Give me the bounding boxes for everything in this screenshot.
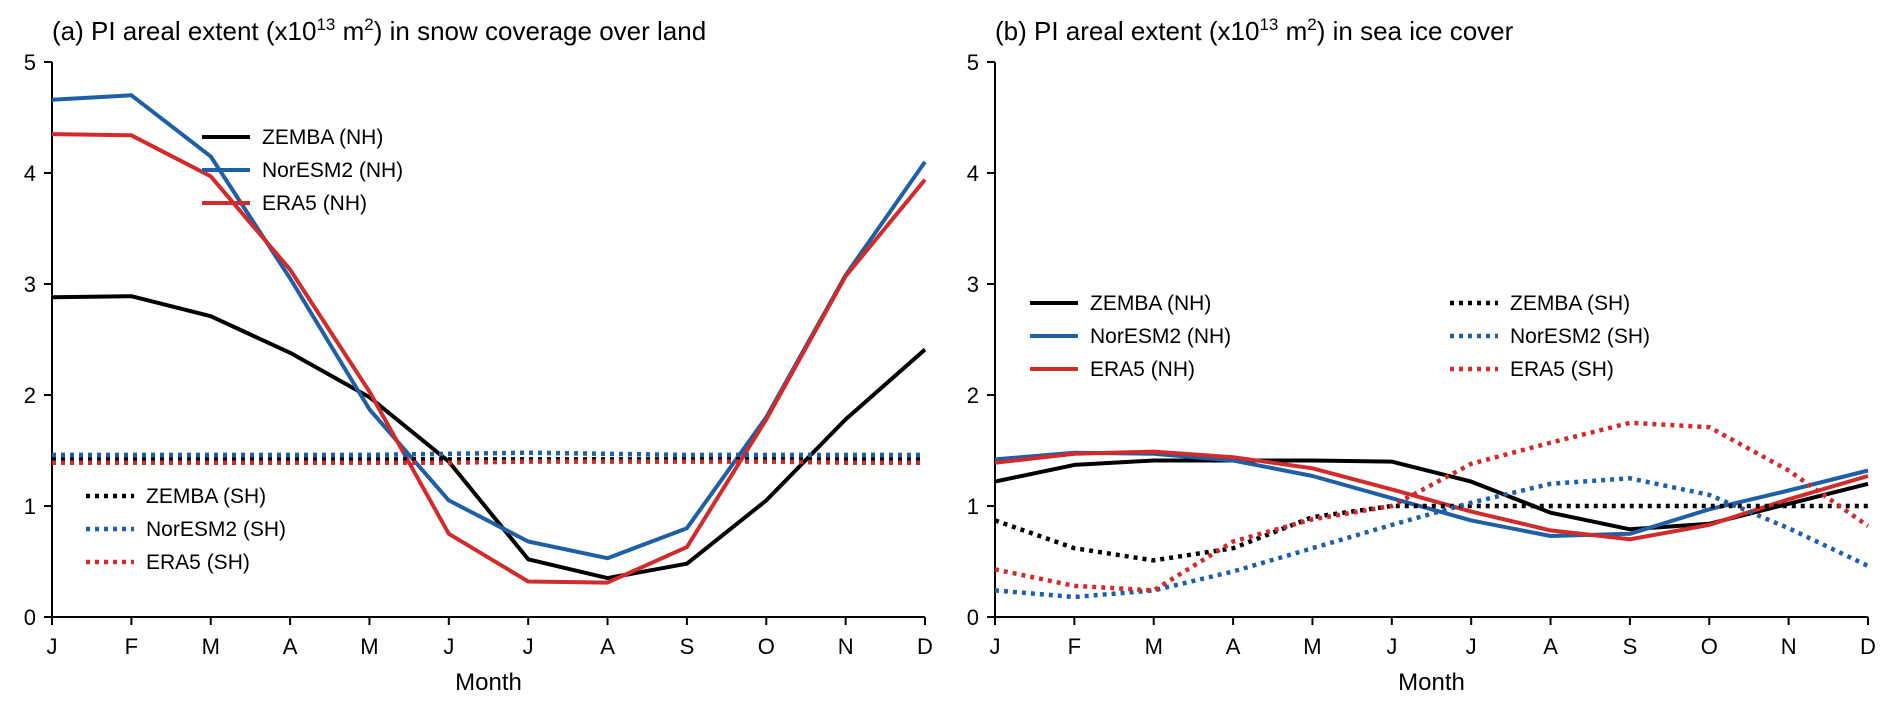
legend-a-2: ZEMBA (SH) NorESM2 (SH) ERA5 (SH) bbox=[86, 485, 286, 574]
y-tick-label: 2 bbox=[24, 383, 36, 408]
series-line-era5-sh bbox=[994, 420, 1870, 593]
series-line-zemba-sh bbox=[994, 503, 1868, 563]
legend-label: NorESM2 (NH) bbox=[262, 159, 403, 182]
legend-label: ZEMBA (NH) bbox=[262, 126, 383, 149]
y-tick-label: 5 bbox=[967, 50, 979, 75]
x-tick-label: J bbox=[990, 634, 1001, 659]
x-tick-label: J bbox=[523, 634, 534, 659]
legend-b-2: ZEMBA (SH) NorESM2 (SH) ERA5 (SH) bbox=[1450, 292, 1650, 381]
x-tick-label: J bbox=[1386, 634, 1397, 659]
x-tick-label: A bbox=[1226, 634, 1241, 659]
legend-label: ERA5 (SH) bbox=[1510, 358, 1614, 381]
y-tick-label: 0 bbox=[967, 605, 979, 630]
x-tick-label: O bbox=[758, 634, 775, 659]
x-tick-label: J bbox=[47, 634, 58, 659]
x-tick-label: A bbox=[283, 634, 298, 659]
y-tick-label: 3 bbox=[24, 272, 36, 297]
legend-label: NorESM2 (NH) bbox=[1090, 325, 1231, 348]
legend-label: NorESM2 (SH) bbox=[1510, 325, 1650, 348]
x-tick-label: S bbox=[1623, 634, 1638, 659]
x-tick-label: A bbox=[1543, 634, 1558, 659]
y-tick-label: 2 bbox=[967, 383, 979, 408]
series-line-era5-nh bbox=[994, 449, 1869, 542]
x-tick-label: O bbox=[1701, 634, 1718, 659]
y-tick-label: 5 bbox=[24, 50, 36, 75]
legend-label: ERA5 (SH) bbox=[146, 551, 250, 574]
x-tick-label: D bbox=[917, 634, 933, 659]
chart-panel-b: (b) PI areal extent (x1013 m2) in sea ic… bbox=[967, 15, 1876, 696]
series-line-zemba-nh bbox=[51, 294, 927, 581]
y-tick-label: 3 bbox=[967, 272, 979, 297]
series-line-noresm2-sh bbox=[994, 476, 1869, 600]
x-tick-label: A bbox=[600, 634, 615, 659]
legend-label: ZEMBA (NH) bbox=[1090, 292, 1211, 315]
legend-b-1: ZEMBA (NH) NorESM2 (NH) ERA5 (NH) bbox=[1030, 292, 1231, 381]
legend-label: NorESM2 (SH) bbox=[146, 518, 286, 541]
chart-title-b: (b) PI areal extent (x1013 m2) in sea ic… bbox=[995, 15, 1514, 46]
chart-panel-a: (a) PI areal extent (x1013 m2) in snow c… bbox=[24, 15, 933, 696]
series-line-era5-nh bbox=[51, 132, 927, 585]
legend-label: ERA5 (NH) bbox=[1090, 358, 1195, 381]
y-tick-label: 1 bbox=[967, 494, 979, 519]
x-tick-label: S bbox=[680, 634, 695, 659]
x-tick-label: M bbox=[1303, 634, 1321, 659]
series-line-zemba-nh bbox=[994, 458, 1869, 532]
x-tick-label: N bbox=[838, 634, 854, 659]
series-line-noresm2-nh bbox=[994, 450, 1869, 538]
x-tick-label: M bbox=[202, 634, 220, 659]
y-tick-label: 1 bbox=[24, 494, 36, 519]
legend-a-1: ZEMBA (NH) NorESM2 (NH) ERA5 (NH) bbox=[202, 126, 403, 215]
x-axis-label: Month bbox=[455, 669, 522, 696]
chart-title-a: (a) PI areal extent (x1013 m2) in snow c… bbox=[52, 15, 706, 46]
y-tick-label: 4 bbox=[967, 161, 979, 186]
x-tick-label: F bbox=[1068, 634, 1081, 659]
x-tick-label: M bbox=[360, 634, 378, 659]
y-tick-label: 4 bbox=[24, 161, 36, 186]
x-tick-label: J bbox=[1466, 634, 1477, 659]
x-tick-label: F bbox=[125, 634, 138, 659]
x-tick-label: D bbox=[1860, 634, 1876, 659]
series-line-era5-sh bbox=[52, 459, 925, 465]
y-tick-label: 0 bbox=[24, 605, 36, 630]
x-tick-label: M bbox=[1145, 634, 1163, 659]
x-axis-label: Month bbox=[1398, 669, 1465, 696]
legend-label: ZEMBA (SH) bbox=[146, 485, 266, 508]
legend-label: ZEMBA (SH) bbox=[1510, 292, 1630, 315]
x-tick-label: J bbox=[443, 634, 454, 659]
series-line-noresm2-sh bbox=[52, 450, 925, 458]
legend-label: ERA5 (NH) bbox=[262, 192, 367, 215]
x-tick-label: N bbox=[1781, 634, 1797, 659]
